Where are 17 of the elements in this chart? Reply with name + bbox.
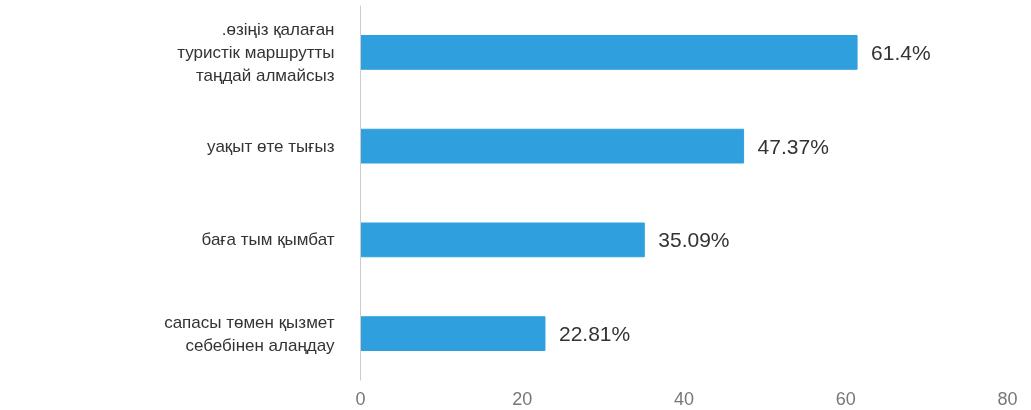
- x-tick-label: 20: [512, 388, 533, 409]
- x-tick-label: 40: [673, 388, 695, 409]
- data-label: 61.4%: [871, 40, 931, 64]
- bar: [360, 316, 546, 351]
- y-tick-label: сапасы төмен қызмет себебінен алаңдау: [164, 312, 335, 355]
- data-label: 47.37%: [757, 134, 829, 158]
- y-tick-label: уақыт өте тығыз: [207, 136, 335, 156]
- x-tick-label: 80: [997, 388, 1018, 409]
- bar: [360, 222, 645, 258]
- bar: [360, 128, 745, 164]
- data-label: 35.09%: [658, 228, 730, 252]
- bar: [360, 35, 858, 70]
- y-tick-label: .өзіңіз қалаған туристік маршрутты таңдай алмайсыз: [177, 20, 335, 85]
- x-tick-label: 0: [355, 388, 366, 409]
- y-tick-label: баға тым қымбат: [201, 230, 335, 250]
- x-tick-label: 60: [835, 388, 856, 409]
- data-label: 22.81%: [558, 322, 631, 346]
